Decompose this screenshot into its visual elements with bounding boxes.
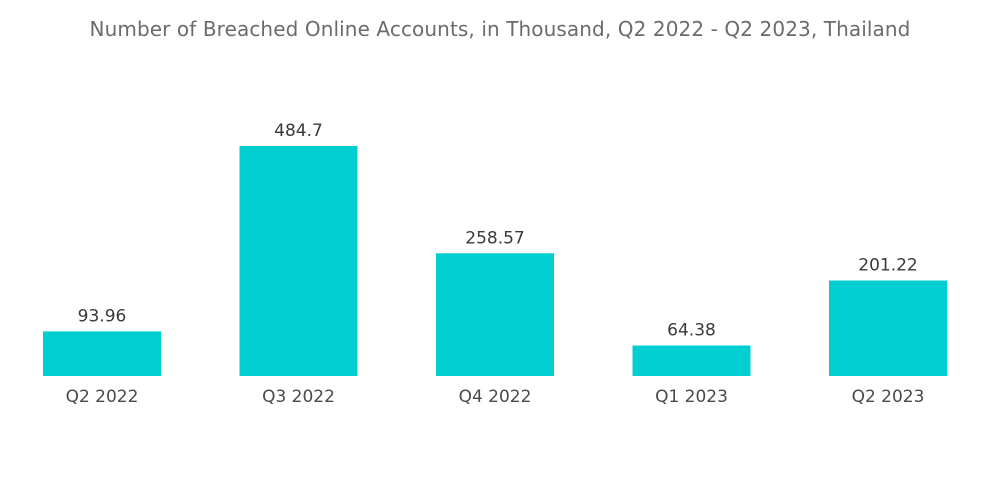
bars-layer xyxy=(43,146,947,376)
value-labels-layer: 93.96 484.7 258.57 64.38 201.22 xyxy=(78,121,918,341)
category-label: Q4 2022 xyxy=(459,387,532,407)
category-label: Q2 2022 xyxy=(66,387,139,407)
bar-q3-2022 xyxy=(239,146,358,376)
value-label: 484.7 xyxy=(274,121,323,141)
bar-q1-2023 xyxy=(632,345,751,376)
category-label: Q3 2022 xyxy=(262,387,335,407)
chart-title: Number of Breached Online Accounts, in T… xyxy=(89,17,911,41)
bar-q2-2022 xyxy=(43,331,161,376)
value-label: 93.96 xyxy=(78,306,127,326)
category-label: Q1 2023 xyxy=(655,387,728,407)
bar-q4-2022 xyxy=(436,253,554,376)
category-labels-layer: Q2 2022 Q3 2022 Q4 2022 Q1 2023 Q2 2023 xyxy=(66,387,925,407)
value-label: 258.57 xyxy=(465,228,524,248)
value-label: 201.22 xyxy=(858,256,917,276)
category-label: Q2 2023 xyxy=(852,387,925,407)
value-label: 64.38 xyxy=(667,321,716,341)
bar-q2-2023 xyxy=(829,280,947,376)
